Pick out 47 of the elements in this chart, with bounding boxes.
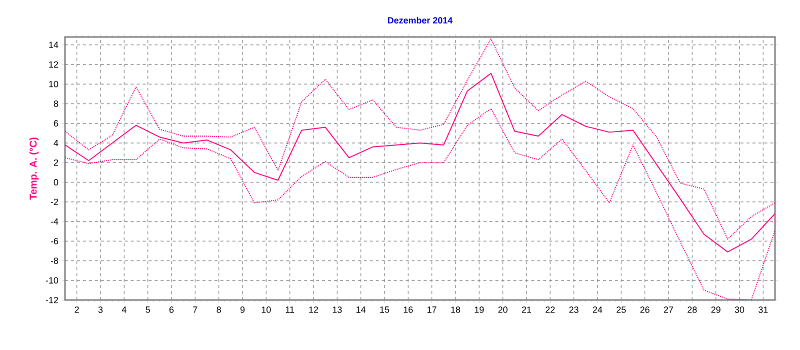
x-tick-label: 28 — [688, 306, 697, 313]
x-tick-label: 27 — [664, 306, 674, 313]
x-tick-label: 30 — [734, 306, 744, 313]
x-tick-label: 6 — [169, 306, 174, 313]
x-tick-label: 18 — [451, 306, 460, 313]
x-tick-label: 12 — [309, 306, 318, 313]
x-tick-label: 22 — [546, 306, 555, 313]
x-tick-label: 10 — [262, 306, 271, 313]
x-tick-label: 4 — [122, 306, 126, 313]
x-tick-label: 7 — [193, 306, 198, 313]
x-tick-label: 9 — [240, 306, 245, 313]
y-tick-label: 10 — [49, 80, 58, 88]
x-tick-label: 3 — [98, 306, 103, 313]
x-tick-label: 25 — [616, 306, 626, 313]
x-tick-label: 31 — [758, 306, 768, 313]
x-tick-label: 14 — [356, 306, 366, 313]
y-tick-label: -2 — [50, 198, 58, 205]
y-tick-label: 6 — [54, 120, 58, 127]
y-tick-label: 8 — [54, 100, 58, 107]
x-tick-label: 20 — [498, 306, 508, 313]
x-tick-label: 13 — [332, 306, 342, 313]
x-tick-label: 24 — [592, 306, 602, 313]
y-tick-label: 14 — [49, 42, 58, 48]
x-tick-label: 23 — [569, 306, 578, 313]
x-tick-label: 11 — [286, 306, 294, 313]
line-series — [65, 38, 776, 240]
y-tick-label: 2 — [54, 159, 58, 166]
x-tick-label: 15 — [380, 306, 390, 313]
x-tick-label: 21 — [522, 306, 532, 313]
y-tick-label: 4 — [54, 140, 58, 146]
y-tick-label: -12 — [46, 296, 58, 304]
y-tick-label: 0 — [54, 179, 58, 186]
x-tick-label: 29 — [711, 306, 720, 313]
x-tick-label: 2 — [74, 306, 79, 313]
y-tick-label: -8 — [50, 258, 58, 264]
y-tick-label: -10 — [46, 277, 58, 284]
y-tick-label: -6 — [50, 238, 58, 244]
chart-title: Dezember 2014 — [388, 16, 453, 24]
x-tick-label: 16 — [404, 306, 413, 313]
x-tick-label: 8 — [216, 306, 221, 313]
x-tick-label: 17 — [428, 306, 436, 313]
x-tick-label: 5 — [146, 306, 150, 313]
x-tick-label: 19 — [474, 306, 484, 313]
y-axis-title: Temp. A. (°C) — [29, 138, 39, 200]
y-tick-label: -4 — [50, 218, 58, 225]
x-tick-label: 26 — [640, 306, 650, 313]
y-tick-label: 12 — [49, 61, 58, 68]
